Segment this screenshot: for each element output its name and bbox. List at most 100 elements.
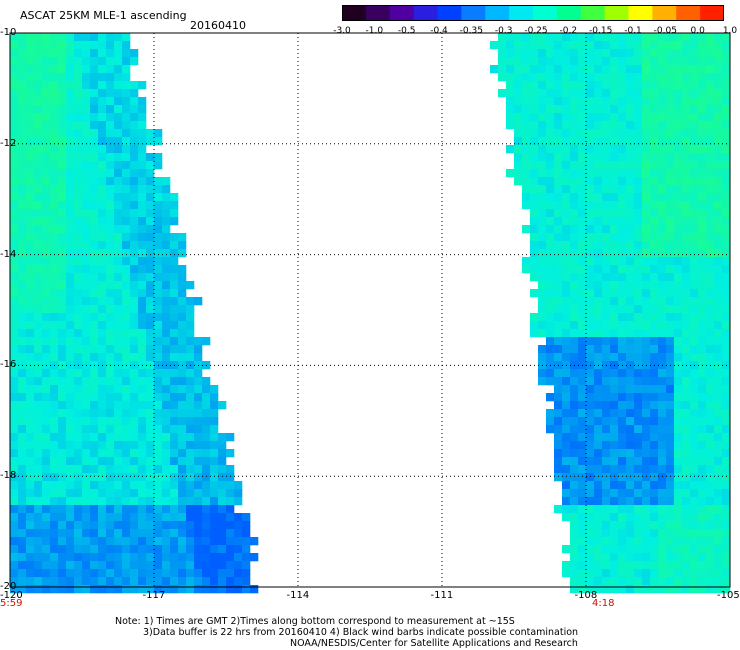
swath-cell: [658, 481, 667, 490]
swath-cell: [170, 529, 179, 538]
swath-cell: [154, 505, 163, 514]
swath-cell: [242, 561, 251, 570]
swath-cell: [554, 473, 563, 482]
swath-cell: [42, 497, 51, 506]
swath-cell: [50, 193, 59, 202]
swath-cell: [50, 561, 59, 570]
swath-cell: [714, 473, 723, 482]
swath-cell: [26, 137, 35, 146]
swath-cell: [18, 553, 27, 562]
swath-cell: [562, 233, 571, 242]
swath-cell: [658, 457, 667, 466]
swath-cell: [146, 265, 155, 274]
swath-cell: [34, 305, 43, 314]
swath-cell: [90, 521, 99, 530]
swath-cell: [690, 113, 699, 122]
lon-tick-label: -105: [717, 590, 740, 601]
swath-cell: [690, 345, 699, 354]
swath-cell: [202, 393, 211, 402]
swath-cell: [690, 65, 699, 74]
swath-cell: [178, 561, 187, 570]
swath-cell: [554, 265, 563, 274]
swath-cell: [562, 65, 571, 74]
swath-cell: [682, 129, 691, 138]
swath-cell: [122, 297, 131, 306]
swath-cell: [530, 273, 539, 282]
swath-cell: [698, 161, 707, 170]
swath-cell: [162, 337, 171, 346]
swath-cell: [570, 353, 579, 362]
swath-cell: [58, 465, 67, 474]
swath-cell: [82, 41, 91, 50]
swath-cell: [554, 89, 563, 98]
swath-cell: [610, 169, 619, 178]
swath-cell: [122, 545, 131, 554]
swath-cell: [562, 329, 571, 338]
swath-cell: [530, 201, 539, 210]
swath-cell: [626, 329, 635, 338]
swath-cell: [722, 177, 731, 186]
swath-cell: [722, 217, 731, 226]
swath-cell: [154, 329, 163, 338]
swath-cell: [658, 57, 667, 66]
swath-cell: [522, 49, 531, 58]
swath-cell: [634, 425, 643, 434]
swath-cell: [642, 289, 651, 298]
swath-cell: [658, 561, 667, 570]
swath-cell: [626, 433, 635, 442]
swath-cell: [562, 49, 571, 58]
swath-cell: [522, 65, 531, 74]
swath-cell: [546, 57, 555, 66]
swath-cell: [90, 169, 99, 178]
lon-tick-label: -108: [574, 590, 598, 601]
swath-cell: [210, 473, 219, 482]
swath-cell: [114, 121, 123, 130]
swath-cell: [98, 409, 107, 418]
swath-cell: [186, 513, 195, 522]
swath-cell: [618, 337, 627, 346]
swath-cell: [82, 393, 91, 402]
swath-cell: [610, 473, 619, 482]
swath-cell: [130, 97, 139, 106]
swath-cell: [714, 561, 723, 570]
swath-cell: [698, 177, 707, 186]
swath-cell: [138, 513, 147, 522]
swath-cell: [226, 577, 235, 586]
swath-cell: [58, 33, 67, 42]
swath-cell: [562, 289, 571, 298]
swath-cell: [154, 209, 163, 218]
swath-cell: [66, 529, 75, 538]
swath-cell: [658, 89, 667, 98]
swath-cell: [18, 321, 27, 330]
swath-cell: [586, 505, 595, 514]
swath-cell: [626, 297, 635, 306]
swath-cell: [50, 65, 59, 74]
swath-cell: [594, 161, 603, 170]
swath-cell: [554, 385, 563, 394]
swath-cell: [538, 193, 547, 202]
swath-cell: [706, 265, 715, 274]
swath-cell: [578, 465, 587, 474]
swath-cell: [706, 97, 715, 106]
swath-cell: [106, 57, 115, 66]
swath-cell: [586, 289, 595, 298]
swath-cell: [594, 73, 603, 82]
swath-cell: [82, 313, 91, 322]
swath-cell: [562, 241, 571, 250]
swath-cell: [594, 489, 603, 498]
swath-cell: [618, 161, 627, 170]
swath-cell: [106, 473, 115, 482]
swath-cell: [226, 537, 235, 546]
swath-cell: [34, 393, 43, 402]
swath-cell: [722, 489, 731, 498]
swath-cell: [42, 65, 51, 74]
swath-cell: [690, 273, 699, 282]
swath-cell: [50, 465, 59, 474]
swath-cell: [666, 297, 675, 306]
swath-cell: [146, 521, 155, 530]
swath-cell: [58, 537, 67, 546]
swath-cell: [666, 153, 675, 162]
swath-cell: [42, 289, 51, 298]
swath-cell: [10, 145, 19, 154]
swath-cell: [146, 225, 155, 234]
